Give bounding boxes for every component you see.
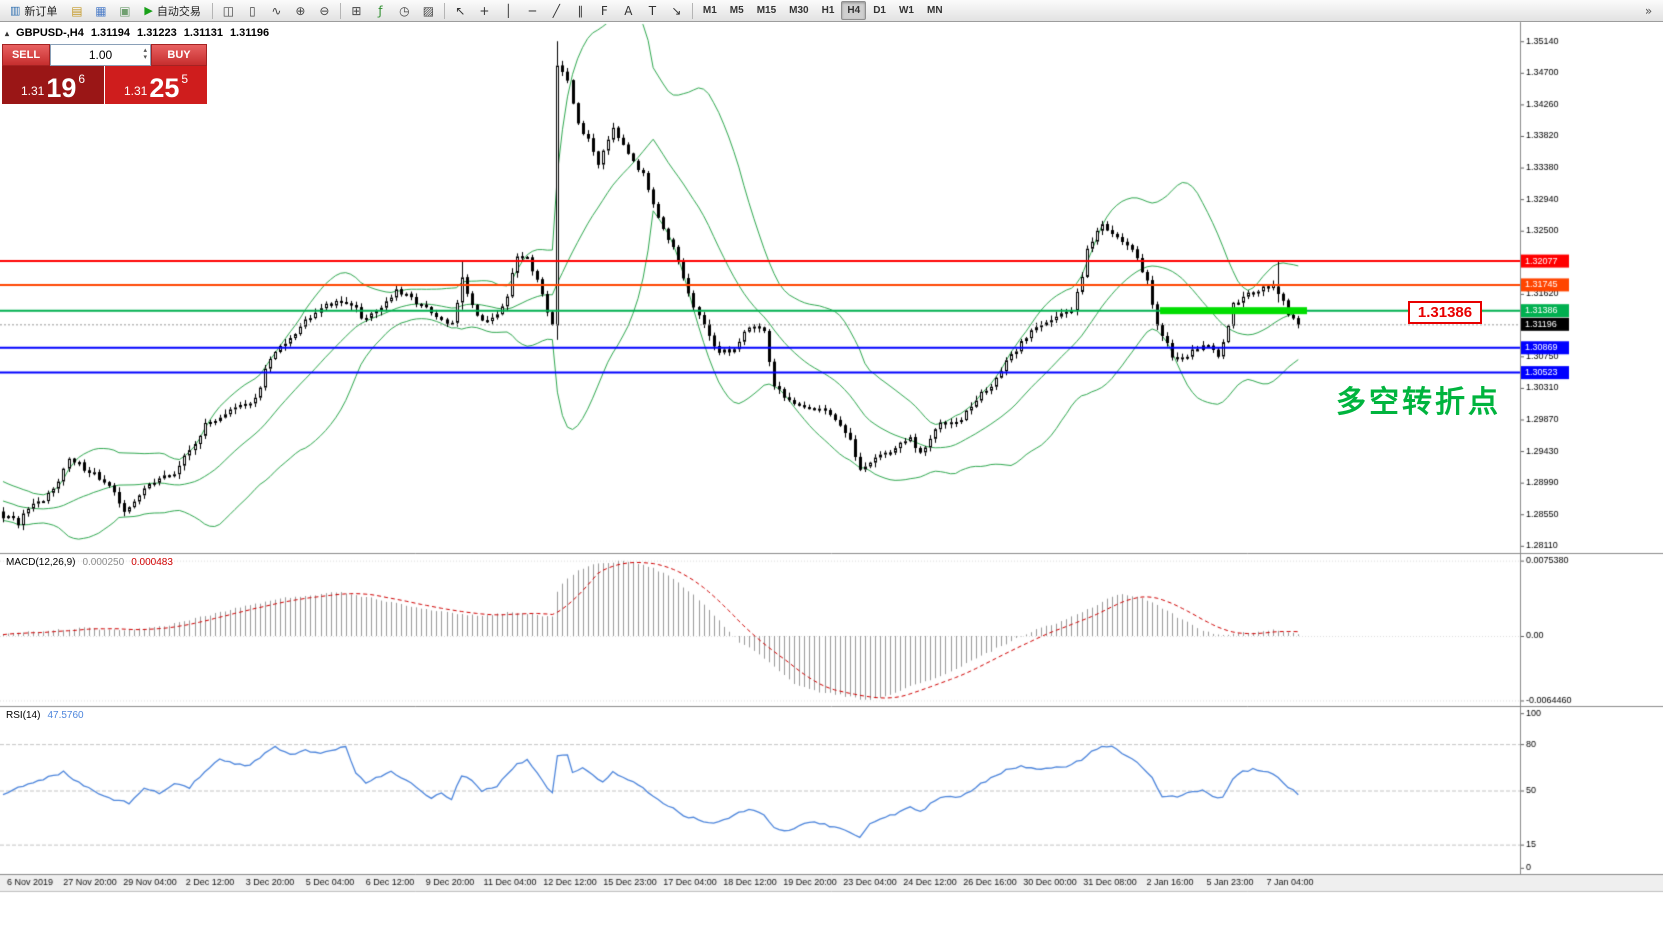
new-order-button-label: 新订单 — [24, 5, 58, 18]
turning-point-note[interactable]: 多空转折点 — [1336, 386, 1501, 419]
bar-chart-icon[interactable]: ◫ — [222, 3, 235, 18]
volume-value: 1.00 — [88, 48, 113, 62]
toolbar-overflow-icon[interactable]: » — [1644, 3, 1653, 18]
timeframe-m30[interactable]: M30 — [789, 5, 809, 16]
crosshair-icon[interactable]: + — [479, 3, 490, 18]
low-value: 1.31131 — [183, 27, 223, 39]
new-order-button[interactable]: ▥ 新订单 — [3, 0, 64, 21]
open-value: 1.31194 — [90, 27, 131, 39]
buy-price-big: 25 — [149, 73, 180, 104]
label-icon[interactable]: T — [648, 3, 657, 18]
sell-price-sup: 6 — [78, 72, 86, 86]
cursor-icon[interactable]: ↖ — [455, 3, 466, 18]
volume-stepper[interactable]: ▴ ▾ — [143, 47, 147, 61]
price-flag-annotation[interactable]: 1.31386 — [1408, 301, 1482, 324]
auto-trading-button-label: 自动交易 — [156, 5, 201, 18]
templates-icon[interactable]: ▨ — [422, 3, 435, 18]
trendline-icon[interactable]: ╱ — [552, 3, 560, 18]
volume-up-icon[interactable]: ▴ — [143, 46, 147, 54]
zoom-in-icon[interactable]: ⊕ — [295, 3, 306, 18]
volume-input[interactable]: 1.00 ▴ ▾ — [50, 44, 151, 66]
sell-button[interactable]: SELL — [2, 44, 50, 66]
sell-price-button[interactable]: 1.31 19 6 — [2, 66, 104, 104]
rsi-name: RSI(14) — [6, 710, 41, 721]
data-window-icon[interactable]: ▣ — [119, 3, 131, 18]
vertical-line-icon[interactable]: │ — [504, 3, 512, 18]
macd-signal-value: 0.000483 — [131, 557, 173, 568]
collapse-chart-icon[interactable]: ▴ — [5, 28, 10, 38]
close-value: 1.31196 — [229, 27, 270, 39]
timeframe-mn[interactable]: MN — [926, 5, 943, 16]
candlestick-chart-icon[interactable]: ▯ — [249, 3, 256, 18]
macd-main-value: 0.000250 — [82, 557, 125, 568]
horizontal-line-icon[interactable]: ─ — [528, 3, 536, 18]
chart-ohlc-header: ▴ GBPUSD-,H4 1.31194 1.31223 1.31131 1.3… — [5, 27, 269, 39]
new-chart-icon[interactable]: ▤ — [71, 3, 83, 18]
toolbar-separator — [211, 2, 213, 19]
sell-price-prefix: 1.31 — [20, 84, 45, 98]
rsi-indicator-label: RSI(14) 47.5760 — [6, 710, 84, 721]
profiles-icon[interactable]: ▦ — [95, 3, 107, 18]
arrow-tools-icon[interactable]: ↘ — [671, 3, 682, 18]
toolbar-separator — [691, 2, 693, 19]
rsi-value: 47.5760 — [47, 710, 84, 721]
toolbar-separator — [443, 2, 445, 19]
main-toolbar: ▥ 新订单 ▤ ▦ ▣ ▶ 自动交易 ◫ ▯ ∿ ⊕ ⊖ ⊞ ƒ ◷ ▨ ↖ + │ ─ ╱ ∥ F A T ↘ M1 M5 M15 M3… — [0, 0, 1663, 22]
timeframe-w1[interactable]: W1 — [898, 5, 914, 16]
timeframe-h4[interactable]: H4 — [841, 1, 867, 20]
buy-price-sup: 5 — [181, 72, 189, 86]
timeframe-m5[interactable]: M5 — [729, 5, 744, 16]
buy-button[interactable]: BUY — [151, 44, 207, 66]
macd-name: MACD(12,26,9) — [6, 557, 76, 568]
timeframe-d1[interactable]: D1 — [873, 5, 886, 16]
high-value: 1.31223 — [137, 27, 177, 39]
symbol-period-label: GBPUSD-,H4 — [16, 27, 84, 39]
buy-price-button[interactable]: 1.31 25 5 — [105, 66, 207, 104]
fibonacci-icon[interactable]: F — [600, 3, 608, 18]
one-click-trading-panel: SELL 1.00 ▴ ▾ BUY 1.31 19 6 1.31 25 5 — [2, 44, 207, 104]
macd-indicator-label: MACD(12,26,9) 0.000250 0.000483 — [6, 557, 173, 568]
timeframe-m15[interactable]: M15 — [756, 5, 777, 16]
indicators-icon[interactable]: ƒ — [378, 3, 383, 18]
buy-price-prefix: 1.31 — [123, 84, 148, 98]
sell-price-big: 19 — [46, 73, 77, 104]
auto-trading-icon: ▶ — [144, 4, 153, 17]
timeframe-m1[interactable]: M1 — [702, 5, 717, 16]
text-icon[interactable]: A — [624, 3, 633, 18]
toolbar-separator — [339, 2, 341, 19]
tile-windows-icon[interactable]: ⊞ — [351, 3, 362, 18]
new-order-icon: ▥ — [10, 4, 21, 17]
volume-down-icon[interactable]: ▾ — [143, 53, 147, 61]
channel-icon[interactable]: ∥ — [577, 3, 584, 18]
auto-trading-button[interactable]: ▶ 自动交易 — [137, 0, 207, 21]
timeframe-h1[interactable]: H1 — [821, 5, 835, 16]
line-chart-icon[interactable]: ∿ — [271, 3, 282, 18]
periods-icon[interactable]: ◷ — [399, 3, 410, 18]
zoom-out-icon[interactable]: ⊖ — [319, 3, 330, 18]
